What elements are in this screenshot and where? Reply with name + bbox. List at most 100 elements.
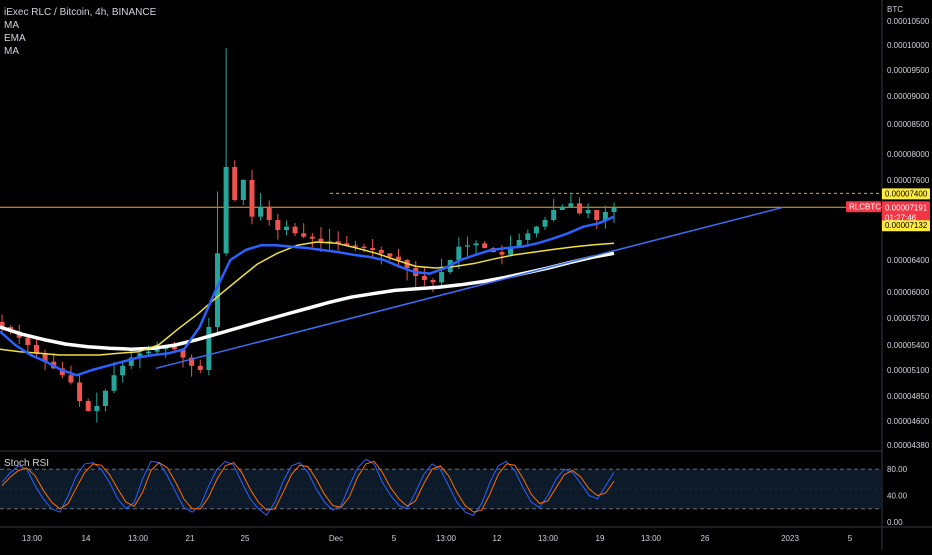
indicator-ema[interactable]: EMA (4, 33, 26, 44)
candle-body (68, 375, 74, 383)
candle-body (301, 233, 307, 237)
price-tick-label: 0.00010500 (887, 17, 930, 26)
resistance-price-tag-bg (882, 188, 930, 200)
candle-body (197, 365, 203, 370)
time-tick-label: 5 (392, 534, 397, 543)
candle-body (559, 206, 565, 210)
price-tick-label: 0.00006400 (887, 256, 930, 265)
price-tick-label: 0.00004600 (887, 417, 930, 426)
candle-body (120, 365, 126, 376)
price-tick-label: 0.00005400 (887, 341, 930, 350)
time-tick-label: 21 (186, 534, 195, 543)
symbol-tag-bg (846, 201, 881, 213)
rsi-k-line (1, 458, 615, 517)
symbol-tag-text: RLCBTC (849, 202, 881, 211)
candle-body (33, 345, 39, 354)
candle-body (577, 203, 583, 214)
time-tick-label: 12 (493, 534, 502, 543)
currency-label: BTC (887, 5, 903, 14)
candle-body (473, 243, 479, 246)
rsi-tick-label: 80.00 (887, 465, 908, 474)
candle-body (232, 167, 238, 200)
candle-body (59, 368, 65, 376)
price-tick-label: 0.00009000 (887, 92, 930, 101)
candle-body (456, 246, 462, 260)
candle-body (206, 327, 212, 370)
candle-body (283, 226, 289, 230)
ma-price-tag: 0.00007132 (882, 220, 930, 232)
time-tick-label: 14 (82, 534, 91, 543)
indicator-ma-1[interactable]: MA (4, 20, 19, 31)
countdown-timer: 01:27:46 (885, 213, 917, 222)
candle-body (542, 220, 548, 227)
candle-body (0, 321, 5, 327)
ma-price-tag-text: 0.00007132 (885, 221, 928, 230)
candle-body (378, 250, 384, 254)
time-tick-label: 2023 (781, 534, 799, 543)
candle-body (439, 272, 445, 283)
candle-body (516, 240, 522, 247)
indicator-ma-2[interactable]: MA (4, 46, 19, 57)
candle-body (533, 226, 539, 234)
candle-body (180, 349, 186, 358)
candle-body (128, 357, 134, 366)
candle-body (258, 206, 264, 217)
candle-body (387, 253, 393, 257)
candle-body (464, 245, 470, 247)
rsi-tick-label: 0.00 (887, 518, 903, 527)
stoch-rsi-title[interactable]: Stoch RSI (4, 458, 50, 469)
ma-yellow-line (0, 241, 615, 356)
candle-body (42, 353, 48, 362)
candle-body (94, 406, 100, 411)
time-tick-label: 13:00 (436, 534, 457, 543)
price-tick-label: 0.00004850 (887, 392, 930, 401)
candle-body (309, 236, 315, 239)
candle-body (585, 210, 591, 214)
resistance-price-tag-text: 0.00007400 (885, 189, 928, 198)
time-tick-label: 26 (701, 534, 710, 543)
candle-body (292, 226, 298, 234)
price-tick-label: 0.00007600 (887, 176, 930, 185)
time-tick-label: 5 (848, 534, 853, 543)
candle-body (189, 357, 195, 366)
price-tick-label: 0.00009500 (887, 66, 930, 75)
candle-body (240, 180, 246, 200)
candle-body (611, 207, 617, 212)
candle-body (551, 210, 557, 220)
candle-body (154, 349, 160, 352)
candle-body (508, 246, 514, 255)
candle-body (430, 280, 436, 283)
candle-body (602, 212, 608, 220)
ma-white-line (0, 251, 615, 351)
time-tick-label: Dec (329, 534, 343, 543)
ema-blue-line (0, 215, 615, 377)
resistance-price-tag: 0.00007400 (882, 188, 930, 200)
price-tick-label: 0.00005100 (887, 366, 930, 375)
current-price-tag-bg (882, 201, 930, 224)
candle-body (318, 238, 324, 242)
rsi-tick-label: 40.00 (887, 492, 908, 501)
candle-body (421, 276, 427, 280)
time-tick-label: 19 (596, 534, 605, 543)
candle-body (171, 346, 177, 350)
candle-body (249, 180, 255, 217)
candle-body (335, 241, 341, 244)
candle-body (266, 206, 272, 220)
price-tick-label: 0.00006000 (887, 288, 930, 297)
candle-body (275, 220, 281, 230)
price-tick-label: 0.00005700 (887, 314, 930, 323)
symbol-tag: RLCBTC (846, 201, 881, 213)
price-tick-label: 0.00004380 (887, 441, 930, 450)
candle-body (77, 382, 83, 401)
candle-body (499, 252, 505, 255)
candle-body (344, 243, 350, 246)
candle-body (214, 253, 220, 327)
price-tick-label: 0.00008500 (887, 120, 930, 129)
support-trendline (155, 206, 784, 370)
time-tick-label: 13:00 (538, 534, 559, 543)
ma-price-tag-bg (882, 220, 930, 232)
symbol-title[interactable]: iExec RLC / Bitcoin, 4h, BINANCE (4, 7, 157, 18)
